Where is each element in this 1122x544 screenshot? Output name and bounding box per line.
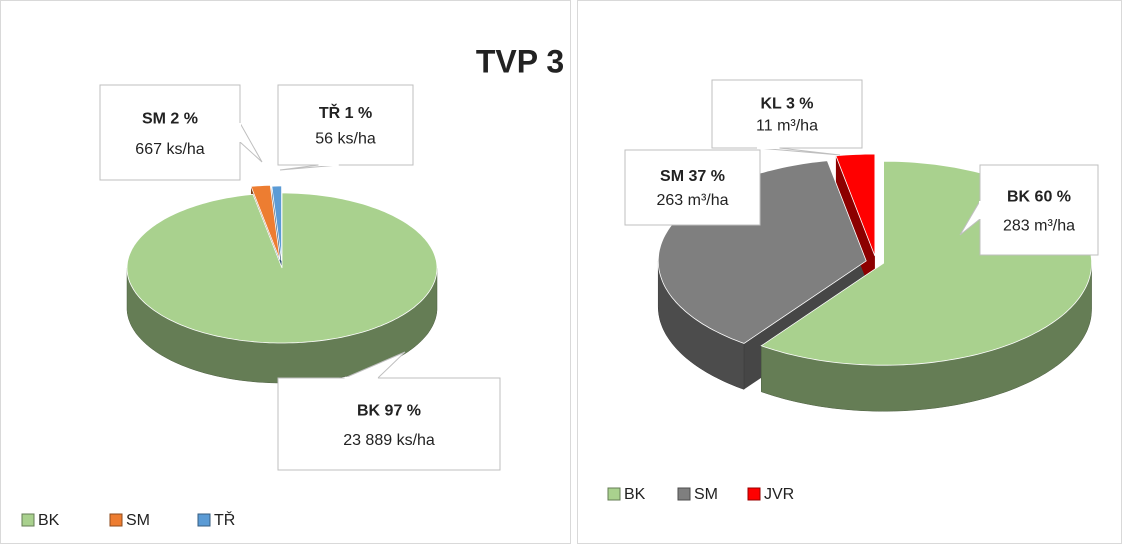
callout [979, 164, 1099, 256]
data-detail: 283 m³/ha [1003, 217, 1075, 234]
data-detail: 56 ks/ha [315, 131, 376, 148]
callout [99, 84, 241, 181]
legend-label: SM [694, 486, 718, 503]
legend-swatch [747, 487, 761, 501]
data-label: TŘ 1 % [319, 103, 372, 122]
data-detail: 11 m³/ha [756, 117, 818, 134]
legend-label: TŘ [214, 510, 235, 529]
callout [277, 377, 501, 471]
legend-label: BK [624, 486, 646, 503]
chart-title: TVP 3 [476, 43, 564, 79]
slice [835, 153, 876, 257]
legend-label: BK [38, 512, 60, 529]
legend-label: JVR [764, 486, 794, 503]
slice-wall [835, 155, 875, 302]
callout [624, 149, 761, 226]
data-label: SM 37 % [660, 168, 725, 185]
slice [126, 192, 438, 344]
legend-swatch [21, 513, 35, 527]
callout [277, 84, 414, 166]
data-label: KL 3 % [760, 96, 813, 113]
callout [711, 79, 863, 149]
legend-swatch [197, 513, 211, 527]
legend-swatch [607, 487, 621, 501]
legend-swatch [109, 513, 123, 527]
legend-label: SM [126, 512, 150, 529]
data-detail: 23 889 ks/ha [343, 432, 435, 449]
data-detail: 667 ks/ha [135, 141, 204, 158]
slice [271, 185, 283, 262]
data-label: BK 60 % [1007, 189, 1071, 206]
legend-swatch [677, 487, 691, 501]
data-detail: 263 m³/ha [656, 192, 728, 209]
data-label: BK 97 % [357, 402, 421, 419]
data-label: SM 2 % [142, 110, 198, 127]
slice [250, 184, 281, 261]
